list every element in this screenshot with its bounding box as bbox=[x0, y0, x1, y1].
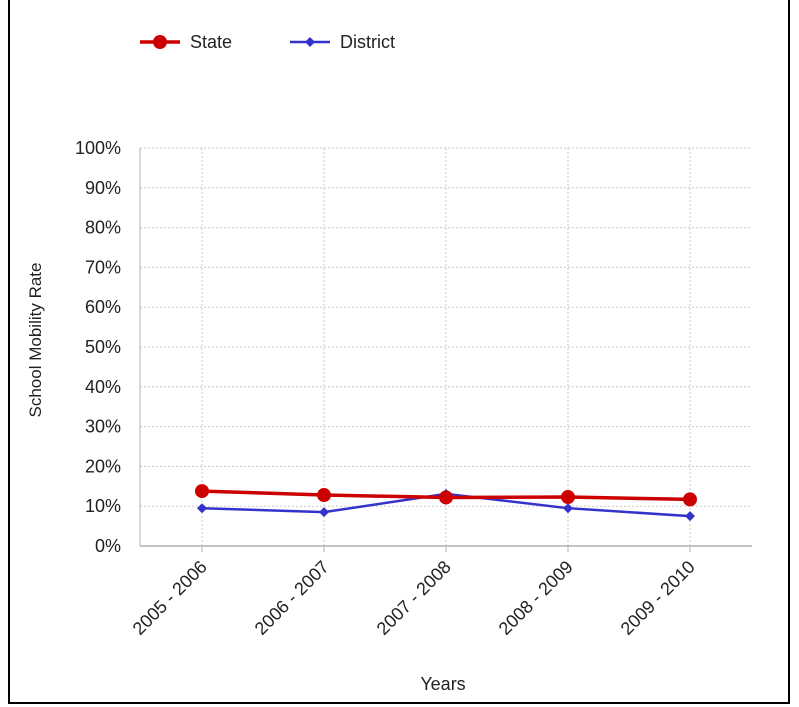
legend-marker-district bbox=[305, 37, 315, 47]
y-tick-label: 60% bbox=[85, 297, 121, 317]
x-tick-label: 2009 - 2010 bbox=[617, 557, 699, 639]
y-tick-label: 10% bbox=[85, 496, 121, 516]
y-tick-label: 30% bbox=[85, 417, 121, 437]
x-tick-label: 2007 - 2008 bbox=[373, 557, 455, 639]
y-tick-labels: 0% 10% 20% 30% 40% 50% 60% 70% 80% 90% 100% bbox=[75, 138, 121, 556]
x-tick-label: 2008 - 2009 bbox=[495, 557, 577, 639]
y-tick-label: 80% bbox=[85, 218, 121, 238]
legend: State District bbox=[140, 32, 395, 52]
data-point-state bbox=[561, 490, 575, 505]
data-point-state bbox=[683, 492, 697, 507]
data-point-district bbox=[319, 507, 329, 518]
grid bbox=[140, 147, 752, 546]
y-tick-label: 100% bbox=[75, 138, 121, 158]
legend-label-district: District bbox=[340, 32, 395, 52]
y-axis-label: School Mobility Rate bbox=[26, 263, 45, 418]
data-point-state bbox=[317, 488, 331, 503]
chart-frame: 0% 10% 20% 30% 40% 50% 60% 70% 80% 90% 100% 2005 -… bbox=[8, 0, 790, 704]
y-tick-label: 0% bbox=[95, 536, 121, 556]
axes bbox=[139, 148, 752, 552]
y-tick-label: 70% bbox=[85, 257, 121, 277]
data-point-district bbox=[685, 511, 695, 522]
y-tick-label: 50% bbox=[85, 337, 121, 357]
y-tick-label: 90% bbox=[85, 178, 121, 198]
y-tick-label: 40% bbox=[85, 377, 121, 397]
data-point-district bbox=[197, 503, 207, 514]
series bbox=[195, 484, 697, 522]
legend-marker-state bbox=[153, 35, 167, 49]
legend-label-state: State bbox=[190, 32, 232, 52]
data-point-state bbox=[195, 484, 209, 499]
x-tick-labels: 2005 - 2006 2006 - 2007 2007 - 2008 2008 - … bbox=[129, 557, 699, 639]
x-axis-label: Years bbox=[420, 674, 465, 694]
x-tick-label: 2005 - 2006 bbox=[129, 557, 211, 639]
data-point-state bbox=[439, 490, 453, 505]
y-tick-label: 20% bbox=[85, 456, 121, 476]
line-chart: 0% 10% 20% 30% 40% 50% 60% 70% 80% 90% 100% 2005 -… bbox=[26, 32, 752, 694]
data-point-district bbox=[563, 503, 573, 514]
x-tick-label: 2006 - 2007 bbox=[251, 557, 333, 639]
